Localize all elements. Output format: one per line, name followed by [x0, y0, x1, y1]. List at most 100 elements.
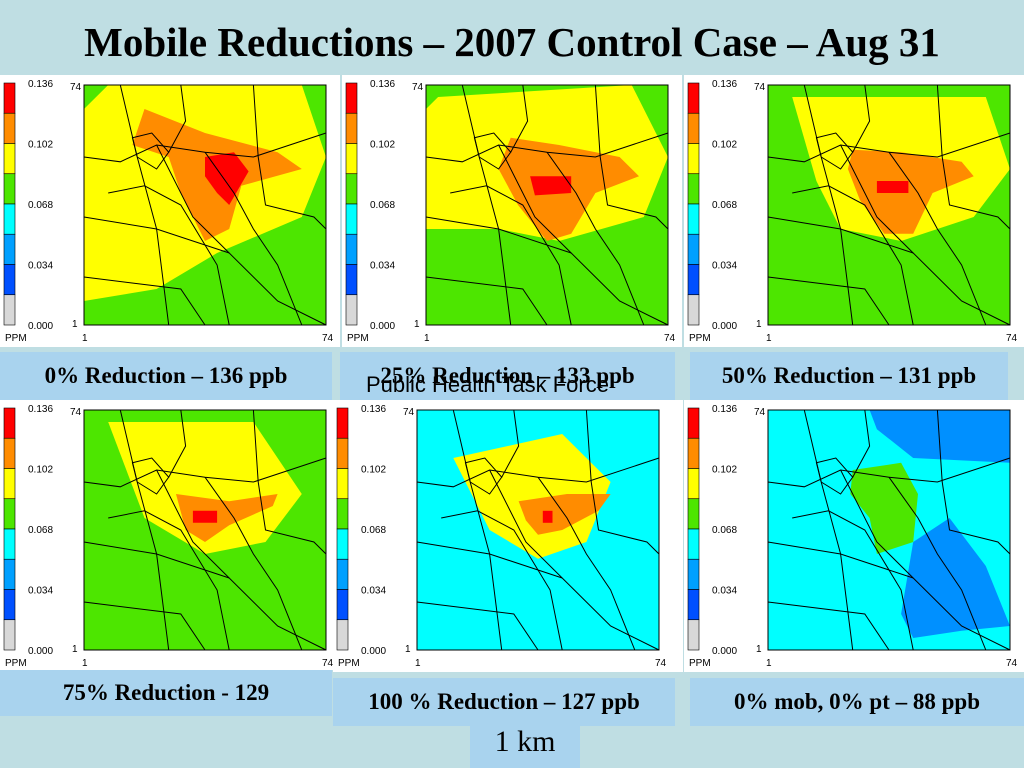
legend-unit-label: PPM	[689, 333, 711, 344]
axis-min-x-label: 1	[415, 658, 421, 669]
legend-swatch-6	[3, 589, 16, 621]
legend-tick-label: 0.102	[712, 140, 737, 151]
legend-swatch-3	[345, 173, 358, 205]
road-line-7	[108, 185, 230, 326]
road-line-0	[425, 132, 669, 163]
axis-max-y-label: 74	[754, 82, 766, 93]
axis-min-y-label: 1	[405, 644, 411, 655]
road-line-1	[83, 601, 206, 651]
legend-swatch-4	[345, 203, 358, 235]
road-line-6	[936, 84, 1011, 230]
overlay-text: Public Health Task Force	[366, 372, 609, 397]
legend-swatch-4	[336, 528, 349, 560]
legend-swatch-4	[687, 528, 700, 560]
road-line-5	[546, 151, 645, 326]
axis-max-x-label: 74	[322, 658, 334, 669]
legend-swatch-1	[3, 112, 16, 144]
road-line-2	[119, 409, 170, 651]
road-line-7	[792, 510, 914, 651]
road-line-5	[888, 476, 987, 651]
road-line-6	[585, 409, 660, 555]
legend-swatch-1	[687, 437, 700, 469]
road-line-9	[852, 84, 871, 153]
axis-max-y-label: 74	[70, 407, 82, 418]
road-line-6	[936, 409, 1011, 555]
legend-swatch-1	[3, 437, 16, 469]
road-line-3	[489, 469, 660, 651]
legend-tick-label: 0.136	[28, 404, 53, 415]
legend-swatch-1	[687, 112, 700, 144]
legend-swatch-5	[687, 558, 700, 590]
axis-max-x-label: 74	[322, 333, 334, 344]
road-line-9	[852, 409, 871, 478]
axis-min-y-label: 1	[72, 644, 78, 655]
legend-swatch-2	[687, 143, 700, 175]
map-panel-1: 0.136 0.102 0.068 0.034 0.000 PPM 74 1 1 74	[342, 75, 682, 347]
legend-swatch-6	[345, 264, 358, 296]
map-border	[767, 84, 1011, 326]
legend-swatch-2	[687, 468, 700, 500]
axis-max-y-label: 74	[754, 407, 766, 418]
legend-swatch-7	[3, 619, 16, 651]
legend-tick-label: 0.068	[361, 525, 386, 536]
road-line-8	[473, 132, 512, 170]
road-line-8	[815, 457, 854, 495]
concentration-region-2	[850, 462, 918, 554]
road-line-5	[204, 476, 303, 651]
road-line-0	[767, 457, 1011, 488]
legend-swatch-7	[336, 619, 349, 651]
map-border	[425, 84, 669, 326]
legend-swatch-3	[336, 498, 349, 530]
road-line-9	[168, 84, 187, 153]
legend-tick-label: 0.068	[712, 200, 737, 211]
map-border	[767, 409, 1011, 651]
legend-swatch-4	[3, 203, 16, 235]
road-line-6	[252, 409, 327, 555]
legend-tick-label: 0.136	[361, 404, 386, 415]
legend-tick-label: 0.000	[28, 321, 53, 332]
legend-swatch-2	[3, 143, 16, 175]
road-line-5	[888, 151, 987, 326]
road-line-7	[441, 510, 563, 651]
concentration-region-2	[530, 176, 572, 196]
legend-tick-label: 0.034	[712, 586, 737, 597]
legend-swatch-6	[336, 589, 349, 621]
road-line-1	[425, 276, 548, 326]
map-panel-2: 0.136 0.102 0.068 0.034 0.000 PPM 74 1 1 74	[684, 75, 1024, 347]
caption-75pct: 75% Reduction - 129	[0, 670, 332, 716]
legend-tick-label: 0.068	[28, 525, 53, 536]
axis-min-x-label: 1	[82, 333, 88, 344]
axis-max-x-label: 74	[1006, 658, 1018, 669]
legend-swatch-1	[336, 437, 349, 469]
legend-tick-label: 0.136	[370, 79, 395, 90]
axis-max-x-label: 74	[664, 333, 676, 344]
legend-swatch-6	[687, 264, 700, 296]
legend-swatch-3	[687, 498, 700, 530]
road-line-1	[767, 276, 890, 326]
map-panel-5: 0.136 0.102 0.068 0.034 0.000 PPM 74 1 1 74	[684, 400, 1024, 672]
map-panel-0: 0.136 0.102 0.068 0.034 0.000 PPM 74 1 1 74	[0, 75, 340, 347]
axis-min-y-label: 1	[756, 319, 762, 330]
legend-tick-label: 0.102	[28, 140, 53, 151]
road-line-0	[83, 132, 327, 163]
legend-swatch-0	[687, 82, 700, 114]
road-line-0	[83, 457, 327, 488]
legend-swatch-5	[687, 233, 700, 265]
legend-swatch-3	[3, 498, 16, 530]
legend-swatch-7	[687, 294, 700, 326]
legend-swatch-1	[345, 112, 358, 144]
road-line-8	[131, 457, 170, 495]
concentration-region-2	[205, 152, 249, 205]
concentration-region-0	[869, 410, 1010, 463]
caption-no-emissions: 0% mob, 0% pt – 88 ppb	[690, 678, 1024, 726]
road-line-2	[461, 84, 512, 326]
legend-tick-label: 0.034	[28, 261, 53, 272]
legend-swatch-5	[3, 558, 16, 590]
legend-swatch-3	[687, 173, 700, 205]
concentration-region-2	[876, 181, 909, 193]
